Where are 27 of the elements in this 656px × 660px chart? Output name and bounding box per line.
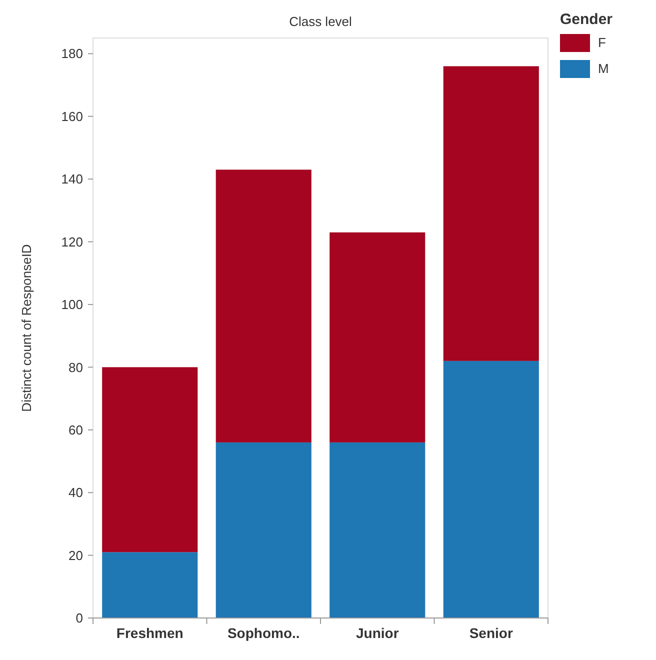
bar [102, 552, 198, 618]
bar [443, 360, 539, 618]
y-tick-label: 60 [68, 422, 83, 438]
y-tick-label: 0 [76, 610, 83, 626]
y-tick-label: 160 [61, 108, 83, 124]
chart-title: Class level [289, 14, 352, 29]
bar [216, 442, 312, 618]
bar [216, 170, 312, 442]
y-tick-label: 20 [68, 548, 83, 563]
legend-label: M [598, 61, 609, 76]
y-tick-label: 40 [68, 485, 83, 500]
y-tick-label: 140 [61, 172, 83, 187]
x-tick-label: Junior [356, 625, 400, 641]
bar [443, 66, 539, 361]
y-tick-label: 100 [61, 297, 83, 312]
x-tick-label: Freshmen [116, 625, 184, 641]
x-tick-label: Sophomo.. [227, 625, 300, 641]
bar [102, 367, 198, 552]
bar [330, 232, 426, 442]
x-tick-label: Senior [469, 625, 514, 641]
y-tick-label: 120 [61, 234, 83, 250]
bar [330, 442, 426, 618]
y-tick-label: 180 [61, 46, 83, 62]
y-tick-label: 80 [68, 360, 83, 375]
y-axis-title: Distinct count of ResponseID [19, 244, 34, 412]
legend-title: Gender [560, 11, 613, 28]
legend-label: F [598, 35, 606, 50]
